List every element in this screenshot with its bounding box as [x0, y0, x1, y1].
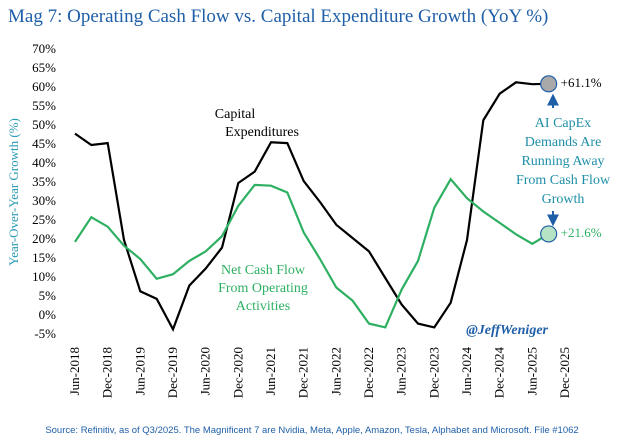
x-tick-label: Dec-2019 — [165, 347, 180, 398]
x-tick-label: Dec-2018 — [100, 347, 115, 398]
x-tick-label: Jun-2018 — [67, 347, 82, 395]
series-line — [74, 177, 550, 329]
x-tick-label: Jun-2025 — [524, 347, 539, 395]
annotation: Demands Are — [525, 135, 602, 150]
y-tick-label: 20% — [32, 231, 56, 246]
y-tick-label: 50% — [32, 117, 56, 132]
x-tick-label: Jun-2019 — [132, 347, 147, 395]
annotation: From Operating — [218, 281, 308, 296]
x-tick-label: Dec-2023 — [426, 347, 441, 398]
annotation: Expenditures — [225, 125, 299, 140]
data-label: +21.6% — [561, 225, 602, 240]
x-tick-label: Jun-2020 — [198, 347, 213, 395]
x-tick-label: Dec-2020 — [230, 347, 245, 398]
y-tick-label: 35% — [32, 174, 56, 189]
y-tick-label: 15% — [32, 250, 56, 265]
x-tick-label: Jun-2024 — [459, 347, 474, 396]
end-marker — [540, 75, 558, 93]
annotation: Running Away — [521, 154, 604, 169]
annotation: Capital — [215, 107, 256, 122]
y-tick-label: 25% — [32, 212, 56, 227]
x-tick-label: Dec-2025 — [557, 347, 572, 398]
data-label: +61.1% — [561, 75, 602, 90]
annotation: AI CapEx — [535, 116, 591, 131]
y-tick-label: 65% — [32, 60, 56, 75]
y-tick-label: 45% — [32, 136, 56, 151]
watermark: @JeffWeniger — [466, 323, 548, 338]
end-marker — [540, 225, 558, 243]
y-tick-label: 0% — [39, 307, 57, 322]
annotation: Net Cash Flow — [221, 263, 306, 278]
x-tick-label: Jun-2022 — [328, 347, 343, 395]
series-line — [74, 81, 549, 332]
y-tick-label: 70% — [32, 41, 56, 56]
annotation: From Cash Flow — [516, 173, 611, 188]
annotation: Activities — [236, 299, 290, 314]
y-tick-label: 60% — [32, 79, 56, 94]
y-tick-label: 55% — [32, 98, 56, 113]
x-tick-label: Dec-2022 — [361, 347, 376, 398]
annotation: Growth — [542, 192, 585, 207]
x-tick-label: Jun-2023 — [394, 347, 409, 395]
y-tick-label: 30% — [32, 193, 56, 208]
source: Source: Refinitiv, as of Q3/2025. The Ma… — [45, 425, 578, 436]
x-tick-label: Dec-2024 — [492, 347, 507, 399]
y-tick-label: 40% — [32, 155, 56, 170]
y-tick-label: 10% — [32, 269, 56, 284]
y-tick-label: 5% — [39, 288, 57, 303]
y-tick-label: -5% — [34, 326, 56, 341]
chart-title: Mag 7: Operating Cash Flow vs. Capital E… — [8, 6, 548, 27]
y-axis-label: Year-Over-Year Growth (%) — [6, 118, 21, 266]
x-tick-label: Jun-2021 — [263, 347, 278, 395]
x-tick-label: Dec-2021 — [296, 347, 311, 398]
